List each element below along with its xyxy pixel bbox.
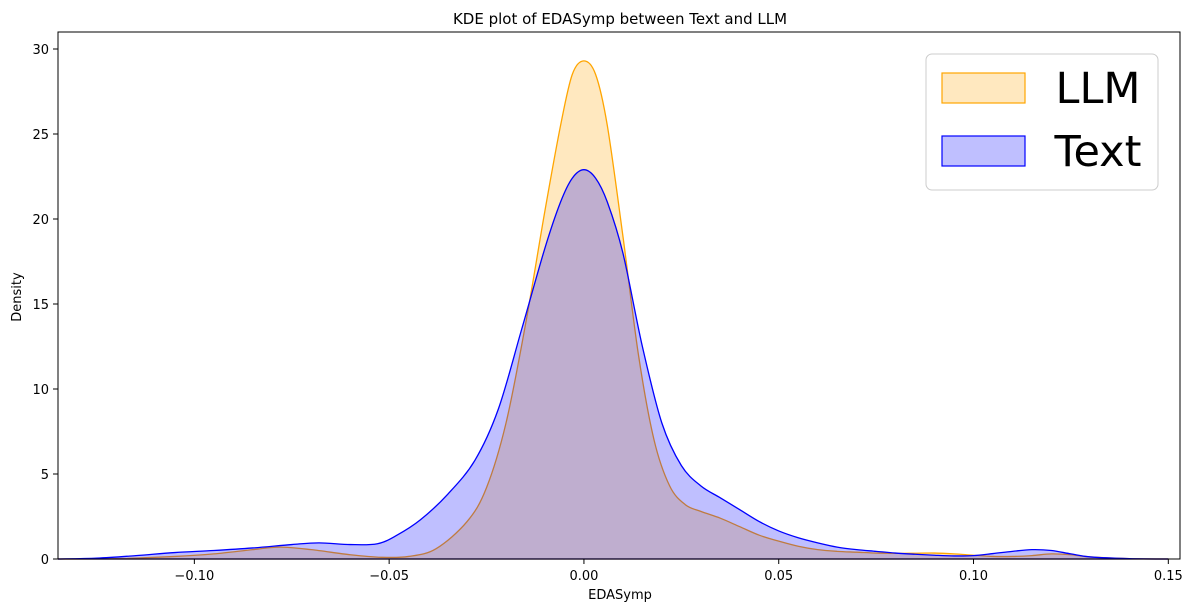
x-axis-label: EDASymp xyxy=(588,588,652,603)
y-axis-label: Density xyxy=(10,272,25,322)
legend: LLM Text xyxy=(925,53,1159,191)
x-tick-label: 0.05 xyxy=(764,569,793,584)
series-line-llm xyxy=(57,60,1169,560)
y-tick-label: 10 xyxy=(32,383,49,398)
y-tick-label: 30 xyxy=(32,43,49,58)
legend-swatch-text xyxy=(941,135,1026,167)
x-tick-label: 0.10 xyxy=(959,569,988,584)
x-tick-label: −0.10 xyxy=(174,569,214,584)
series-area-llm xyxy=(58,60,1169,560)
legend-label-llm: LLM xyxy=(1055,64,1140,114)
chart-title: KDE plot of EDASymp between Text and LLM xyxy=(453,10,787,28)
x-tick-label: 0.15 xyxy=(1154,569,1183,584)
y-tick-label: 0 xyxy=(41,553,49,568)
plot-area: −0.10 −0.05 0.00 0.05 0.10 0.15 0 5 10 15 20 25 30 xyxy=(32,31,1183,584)
x-tick-label: 0.00 xyxy=(569,569,598,584)
y-tick-label: 15 xyxy=(32,298,49,313)
series-area-text xyxy=(58,169,1169,559)
y-tick-label: 25 xyxy=(32,128,49,143)
legend-box xyxy=(925,53,1159,191)
y-tick-label: 5 xyxy=(41,468,49,483)
series-line-text xyxy=(57,169,1169,560)
x-tick-label: −0.05 xyxy=(369,569,409,584)
legend-swatch-llm xyxy=(941,72,1026,104)
legend-label-text: Text xyxy=(1054,127,1142,177)
y-tick-label: 20 xyxy=(32,213,49,228)
axes-frame xyxy=(57,31,1181,560)
